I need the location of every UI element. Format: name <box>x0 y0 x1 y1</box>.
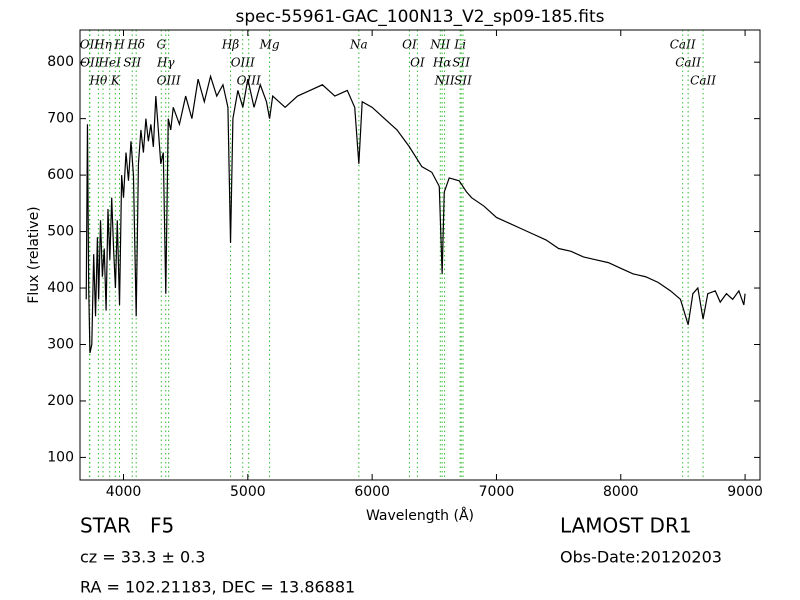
spectrum-line <box>85 74 746 354</box>
spectral-line-label: NII <box>434 74 455 88</box>
spectral-line-label: G <box>157 38 167 52</box>
y-tick-label: 300 <box>47 336 74 352</box>
spectral-line-label: Li <box>453 38 466 52</box>
spectral-line-label: OII <box>80 56 100 70</box>
spectral-line-label: OIII <box>231 56 255 70</box>
y-tick-label: 700 <box>47 111 74 127</box>
spectral-line-label: SII <box>454 74 472 88</box>
coordinates: RA = 102.21183, DEC = 13.86881 <box>80 578 355 597</box>
spectral-line-label: OIII <box>237 74 261 88</box>
y-tick-label: 500 <box>47 224 74 240</box>
spectral-line-label: Hη <box>93 38 112 52</box>
chart-title: spec-55961-GAC_100N13_V2_sp09-185.fits <box>235 7 604 27</box>
x-axis-label: Wavelength (Å) <box>366 507 474 524</box>
spectral-line-label: H <box>113 38 125 52</box>
x-tick-label: 5000 <box>230 484 266 500</box>
object-class: STAR F5 <box>80 514 174 538</box>
plot-frame <box>79 29 761 481</box>
spectral-line-label: Na <box>349 38 368 52</box>
spectral-line-label: Hβ <box>221 38 239 52</box>
y-tick-label: 400 <box>47 280 74 296</box>
spectral-line-label: SII <box>452 56 470 70</box>
y-axis-label: Flux (relative) <box>26 206 42 303</box>
x-tick-label: 9000 <box>727 484 763 500</box>
spectral-line-label: OI <box>410 56 425 70</box>
spectral-line-label: NII <box>429 38 450 52</box>
y-tick-label: 600 <box>47 167 74 183</box>
x-tick-label: 8000 <box>603 484 639 500</box>
spectral-line-label: Mg <box>259 38 280 52</box>
y-tick-label: 100 <box>47 449 74 465</box>
spectral-line-label: K <box>110 74 121 88</box>
spectral-line-label: Hα <box>432 56 452 70</box>
survey-name: LAMOST DR1 <box>560 514 692 538</box>
x-tick-label: 4000 <box>106 484 142 500</box>
spectral-line-label: Hδ <box>126 38 145 52</box>
redshift: cz = 33.3 ± 0.3 <box>80 548 205 567</box>
x-tick-label: 6000 <box>354 484 390 500</box>
spectral-line-label: HeI <box>98 56 122 70</box>
spectral-line-label: Hγ <box>156 56 175 70</box>
spectral-line-label: CaII <box>675 56 701 70</box>
spectral-line-label: OIII <box>157 74 181 88</box>
x-tick-label: 7000 <box>479 484 515 500</box>
spectral-line-label: SII <box>123 56 141 70</box>
spectral-line-label: CaII <box>690 74 716 88</box>
y-tick-label: 800 <box>47 54 74 70</box>
obs-date: Obs-Date:20120203 <box>560 548 722 567</box>
spectral-line-label: OI <box>402 38 417 52</box>
spectral-line-label: CaII <box>670 38 696 52</box>
y-tick-label: 200 <box>47 393 74 409</box>
spectral-line-label: Hθ <box>89 74 108 88</box>
